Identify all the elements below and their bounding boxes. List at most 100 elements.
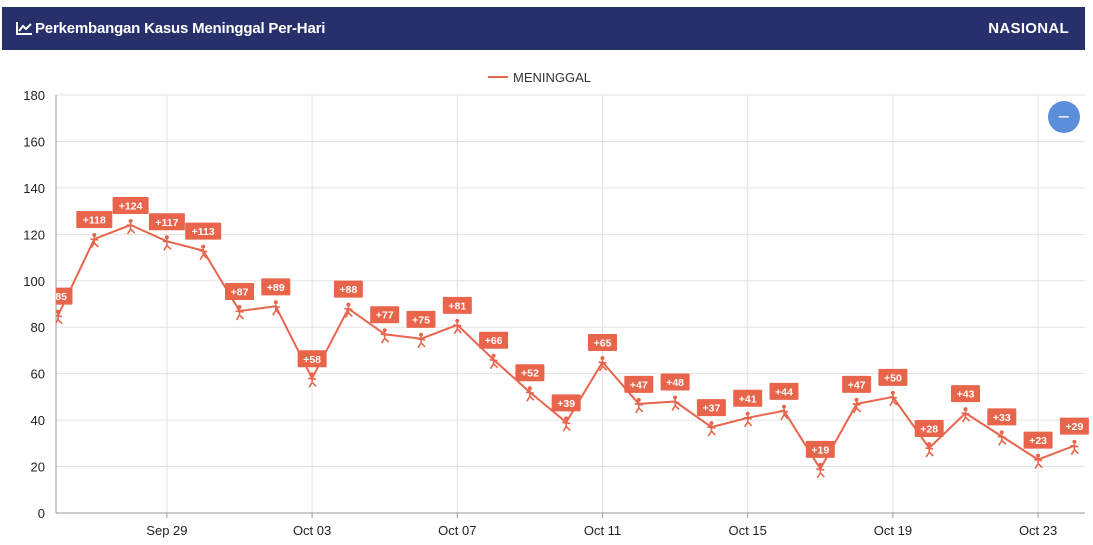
data-point bbox=[1070, 439, 1079, 456]
data-point bbox=[489, 353, 499, 370]
data-label-box bbox=[76, 210, 113, 228]
x-tick-label: Sep 29 bbox=[146, 523, 187, 538]
data-label: +124 bbox=[119, 201, 143, 213]
x-tick-label: Oct 23 bbox=[1019, 523, 1057, 538]
data-label-box bbox=[333, 280, 363, 298]
data-point bbox=[743, 411, 753, 428]
data-point bbox=[453, 318, 462, 335]
data-label: +48 bbox=[666, 377, 684, 389]
y-tick-label: 100 bbox=[23, 274, 45, 289]
data-point bbox=[1034, 453, 1043, 470]
data-label: +44 bbox=[775, 386, 793, 398]
data-label-box bbox=[842, 375, 872, 393]
data-label: +77 bbox=[376, 310, 394, 322]
chart-title-container: Perkembangan Kasus Meninggal Per-Hari bbox=[16, 7, 325, 50]
data-point bbox=[888, 390, 898, 407]
data-point bbox=[380, 328, 390, 344]
data-label: +89 bbox=[267, 282, 285, 294]
data-point bbox=[271, 300, 281, 316]
data-label-box bbox=[1059, 417, 1089, 435]
chart-title: Perkembangan Kasus Meninggal Per-Hari bbox=[35, 20, 326, 37]
data-label: +65 bbox=[594, 338, 612, 350]
data-point bbox=[816, 462, 825, 479]
data-label-box bbox=[225, 282, 254, 300]
x-tick-label: Oct 19 bbox=[874, 523, 912, 538]
data-point bbox=[126, 219, 136, 235]
data-point bbox=[707, 421, 716, 437]
legend: MENINGGAL bbox=[488, 70, 591, 85]
legend-label: MENINGGAL bbox=[513, 70, 591, 85]
x-tick-label: Oct 11 bbox=[584, 523, 621, 538]
y-tick-label: 20 bbox=[31, 460, 45, 475]
data-label-box bbox=[112, 197, 149, 215]
data-label-box bbox=[769, 382, 799, 400]
data-label: +41 bbox=[739, 393, 757, 405]
data-label-box bbox=[987, 408, 1017, 426]
x-tick-label: Oct 07 bbox=[438, 523, 476, 538]
data-label: +23 bbox=[1029, 435, 1047, 447]
data-label: +43 bbox=[957, 389, 975, 401]
data-label-box bbox=[185, 222, 222, 240]
data-point bbox=[779, 404, 789, 421]
chart-header: Perkembangan Kasus Meninggal Per-Hari NA… bbox=[2, 7, 1085, 50]
data-point bbox=[344, 302, 353, 319]
data-point bbox=[416, 332, 426, 349]
data-point bbox=[852, 397, 862, 414]
zoom-out-icon bbox=[1048, 101, 1080, 133]
data-label-box bbox=[951, 385, 980, 403]
data-point bbox=[90, 233, 99, 249]
data-label: +75 bbox=[412, 314, 430, 326]
data-label: +47 bbox=[630, 379, 648, 391]
y-tick-label: 180 bbox=[23, 88, 45, 103]
region-label: NASIONAL bbox=[988, 20, 1069, 37]
data-label-box bbox=[624, 375, 654, 393]
data-point bbox=[235, 305, 245, 321]
y-tick-label: 40 bbox=[31, 413, 45, 428]
data-label: +19 bbox=[811, 444, 829, 456]
data-label: +113 bbox=[192, 226, 215, 238]
data-label: +37 bbox=[702, 403, 720, 415]
x-tick-label: Oct 15 bbox=[729, 523, 767, 538]
data-label-box bbox=[479, 331, 509, 349]
data-label-box bbox=[551, 394, 581, 412]
y-tick-label: 80 bbox=[31, 320, 45, 335]
death-cases-chart: 0 20 40 60 80 100 120 140 160 180 Sep 29 Oct 03 Oct … bbox=[23, 70, 1089, 538]
data-label: +87 bbox=[231, 286, 249, 298]
data-label: +29 bbox=[1065, 421, 1083, 433]
data-label-box bbox=[297, 350, 327, 368]
data-label: +118 bbox=[83, 214, 106, 226]
data-point bbox=[525, 386, 535, 402]
data-label: +58 bbox=[303, 354, 321, 366]
data-point bbox=[308, 372, 317, 388]
data-label: +81 bbox=[448, 300, 466, 312]
y-tick-label: 0 bbox=[38, 506, 45, 521]
data-label: +117 bbox=[155, 217, 178, 229]
zoom-out-button[interactable]: − bbox=[1048, 101, 1080, 133]
data-label: +52 bbox=[521, 368, 539, 380]
data-label-box bbox=[696, 399, 726, 417]
data-label-box bbox=[878, 368, 908, 386]
data-point bbox=[997, 430, 1007, 446]
y-tick-label: 60 bbox=[31, 367, 45, 382]
data-label-box bbox=[733, 389, 763, 407]
x-tick-label: Oct 03 bbox=[293, 523, 331, 538]
data-label-box bbox=[370, 306, 400, 324]
data-label: +39 bbox=[557, 398, 575, 410]
data-label: +28 bbox=[920, 423, 938, 435]
data-label-box bbox=[148, 213, 185, 231]
data-point bbox=[671, 395, 680, 411]
data-label: +66 bbox=[485, 335, 503, 347]
data-label: +50 bbox=[884, 372, 902, 384]
data-point bbox=[961, 407, 971, 423]
data-label-box bbox=[261, 278, 291, 296]
line-chart-icon bbox=[16, 20, 35, 37]
data-label-box bbox=[442, 296, 472, 314]
y-tick-label: 120 bbox=[23, 227, 45, 242]
data-point bbox=[56, 309, 63, 325]
data-point bbox=[925, 442, 934, 458]
data-label-box bbox=[588, 334, 617, 352]
series-meninggal: +85 +118 +124 +117 +113 +87 +89 +58 +88 +77 +75 +81… bbox=[56, 197, 1089, 479]
data-label-box bbox=[914, 419, 944, 437]
data-label-box bbox=[56, 287, 73, 305]
data-label-box bbox=[1023, 431, 1053, 449]
